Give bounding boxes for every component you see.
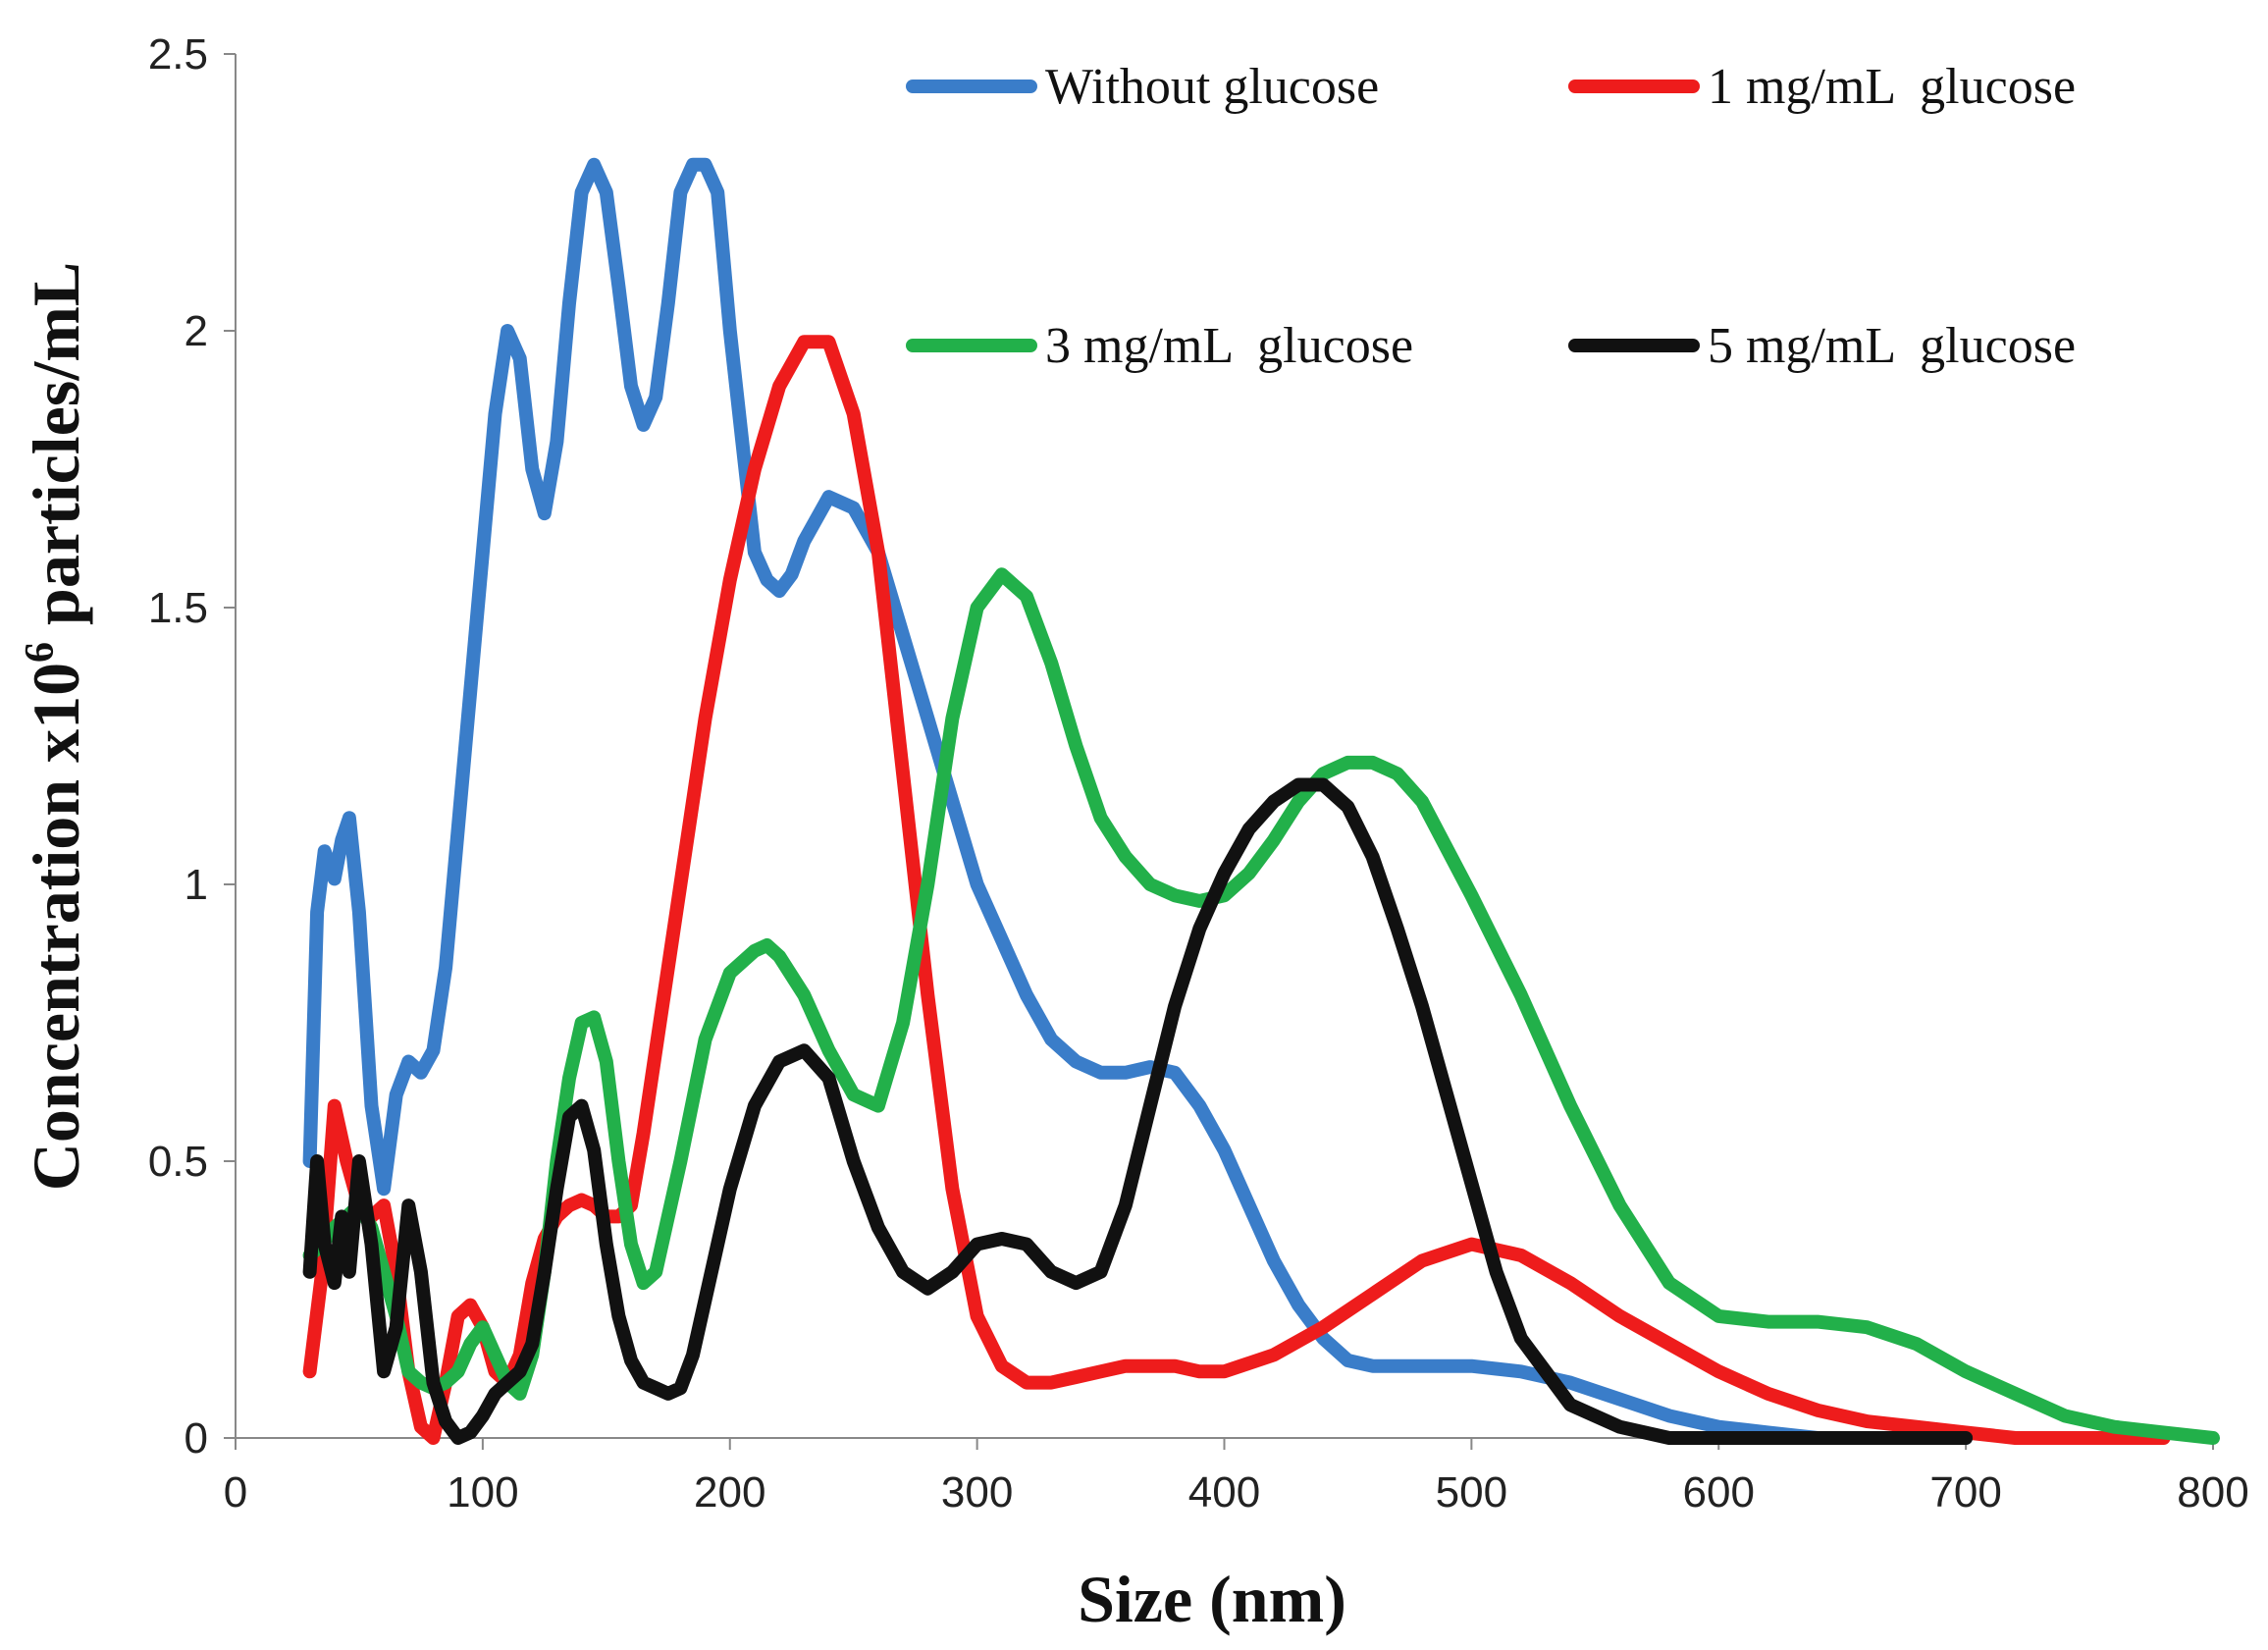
x-tick-label: 400: [1188, 1468, 1260, 1517]
series-lines: [302, 157, 2220, 1445]
x-tick-label: 200: [694, 1468, 765, 1517]
y-tick-label: 2: [185, 307, 208, 355]
legend-item-3: 3 mg/mL glucose: [906, 318, 1413, 374]
legend-item-2: 1 mg/mL glucose: [1568, 59, 2076, 115]
legend-label: 5 mg/mL glucose: [1708, 318, 2076, 374]
legend-item-1: Without glucose: [906, 59, 1379, 115]
y-tick-labels: 0 0.5 1 1.5 2 2.5: [148, 30, 236, 1463]
chart-axes: [235, 54, 2213, 1439]
legend-label: 1 mg/mL glucose: [1708, 59, 2076, 115]
x-tick-labels: 0 100 200 300 400 500 600 700 800: [224, 1438, 2249, 1517]
series-line-2: [302, 335, 2171, 1445]
series-line-3: [302, 567, 2220, 1445]
legend-item-4: 5 mg/mL glucose: [1568, 318, 2076, 374]
y-tick-label: 1: [185, 861, 208, 909]
x-tick-label: 700: [1929, 1468, 2001, 1517]
series-line-1: [302, 157, 1974, 1445]
y-tick-label: 1.5: [148, 584, 208, 632]
y-axis-title-tail: particles/mL: [19, 262, 93, 642]
y-axis-title-exponent: 6: [18, 642, 63, 663]
y-axis-title: Concentration x106 particles/mL: [18, 262, 93, 1191]
y-tick-label: 2.5: [148, 30, 208, 79]
x-tick-label: 500: [1436, 1468, 1507, 1517]
x-tick-label: 800: [2177, 1468, 2248, 1517]
y-tick-label: 0: [185, 1414, 208, 1463]
legend-label: 3 mg/mL glucose: [1045, 318, 1413, 374]
x-tick-label: 600: [1683, 1468, 1755, 1517]
x-tick-label: 0: [224, 1468, 247, 1517]
series-line-4: [302, 777, 1974, 1445]
x-tick-label: 100: [447, 1468, 518, 1517]
x-tick-label: 300: [941, 1468, 1013, 1517]
legend: Without glucose 1 mg/mL glucose 3 mg/mL gl…: [906, 59, 2076, 374]
legend-label: Without glucose: [1045, 59, 1379, 115]
y-tick-label: 0.5: [148, 1138, 208, 1186]
y-axis-title-main: Concentration x10: [19, 663, 93, 1191]
x-axis-title: Size (nm): [1078, 1562, 1346, 1636]
